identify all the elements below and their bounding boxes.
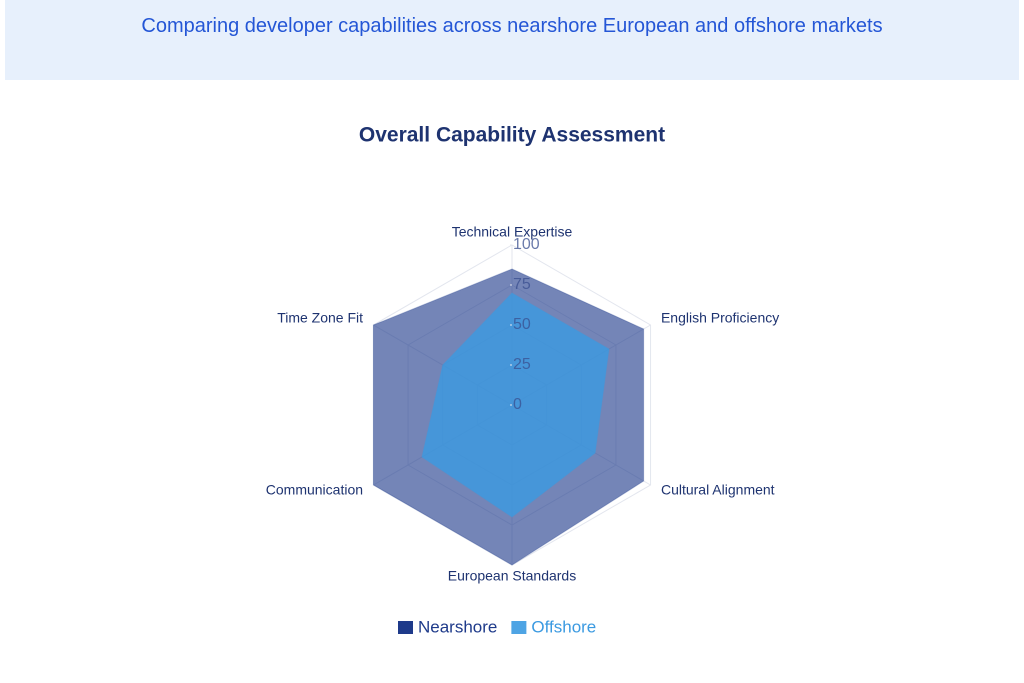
r-tick-label: 75 xyxy=(513,276,531,293)
r-tick-label: 0 xyxy=(513,396,522,413)
axis-label: Time Zone Fit xyxy=(277,310,363,326)
radar-area xyxy=(421,292,610,518)
r-tick-label: 50 xyxy=(513,316,531,333)
header: Comparing developer capabilities across … xyxy=(5,0,1019,80)
legend-swatch xyxy=(398,621,413,634)
axis-label: Cultural Alignment xyxy=(661,482,775,498)
axis-label: Technical Expertise xyxy=(452,224,573,240)
legend-label: Nearshore xyxy=(418,617,497,636)
axis-label: European Standards xyxy=(448,568,576,584)
r-tick-label: 25 xyxy=(513,356,531,373)
subtitle: Comparing developer capabilities across … xyxy=(141,15,883,37)
legend-label: Offshore xyxy=(531,617,596,636)
axis-label: Communication xyxy=(266,482,363,498)
axis-label: English Proficiency xyxy=(661,310,779,326)
legend-swatch xyxy=(511,621,527,634)
r-tick-label: 100 xyxy=(513,236,540,253)
chart-title: Overall Capability Assessment xyxy=(359,124,665,147)
